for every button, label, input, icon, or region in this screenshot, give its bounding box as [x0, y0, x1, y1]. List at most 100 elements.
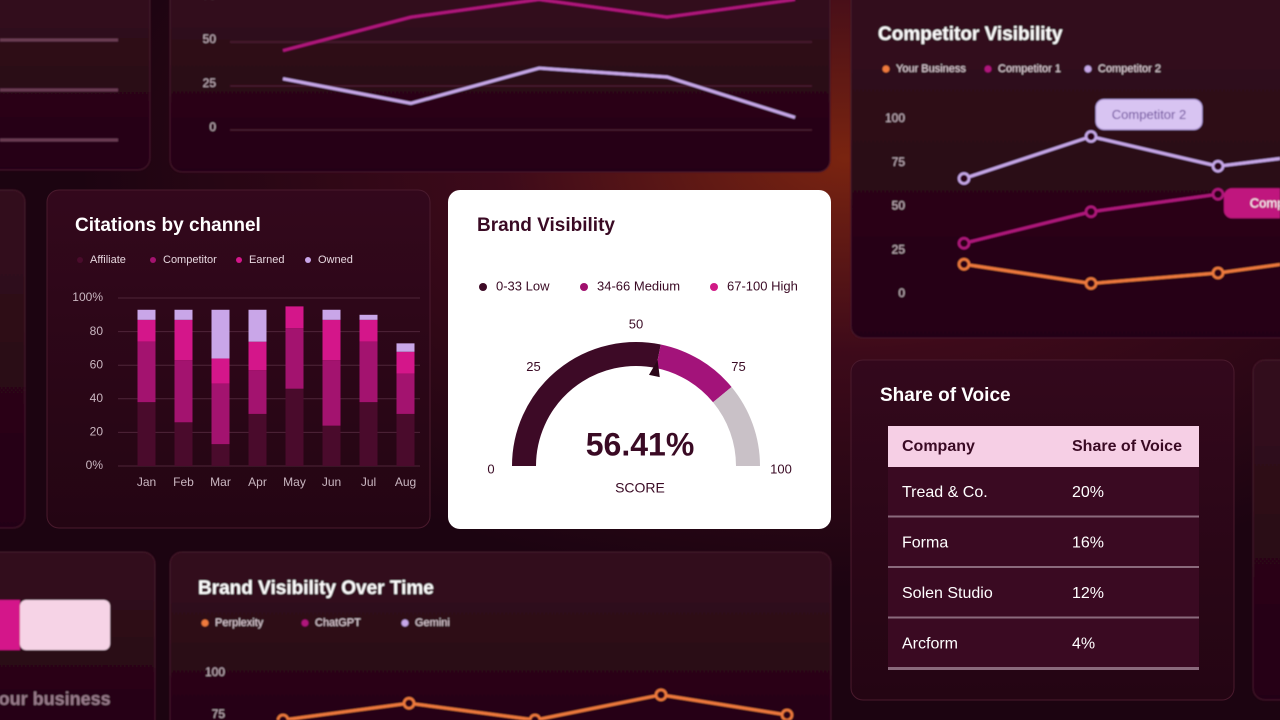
panel-title: Share of Voice [880, 385, 1011, 406]
bar-segment [211, 358, 230, 384]
bar-segment [137, 341, 156, 403]
y-tick-label: 75 [892, 155, 906, 169]
bar-piece [0, 600, 20, 650]
bar-segment [137, 402, 156, 466]
plot-area [276, 688, 794, 720]
y-tick-label: 100% [72, 290, 103, 304]
bar-segment [359, 341, 378, 403]
legend-label: Competitor 1 [998, 63, 1061, 75]
bar-segment [174, 360, 193, 423]
bar-segment [211, 444, 230, 466]
bar-segment [322, 309, 341, 320]
y-tick-label: 75 [203, 0, 217, 2]
panel [1252, 359, 1280, 701]
table-cell: 12% [1072, 585, 1104, 602]
data-point [957, 258, 971, 271]
card-title: Brand Visibility [477, 215, 615, 236]
brand-visibility-card: Brand Visibility 0-33 Low 34-66 Medium 67-… [448, 190, 831, 529]
data-point [654, 688, 668, 702]
series-line [963, 254, 1280, 285]
y-tick-label: 50 [203, 32, 217, 46]
x-tick-label: Jan [137, 475, 156, 489]
data-point [528, 713, 542, 720]
over-time-panel: Brand Visibility Over Time 75 100 Perplexi… [169, 551, 832, 720]
x-tick-label: Jul [361, 475, 376, 489]
data-point [1084, 205, 1098, 218]
bar-segment [285, 388, 304, 466]
legend-swatch [401, 619, 409, 627]
table-header [888, 426, 1199, 467]
bar-segment [396, 373, 415, 414]
y-tick-label: 40 [90, 391, 104, 405]
bar-segment [174, 422, 193, 466]
panel [0, 189, 26, 529]
legend-swatch [984, 65, 992, 73]
panel-title: Competitor Visibility [878, 24, 1063, 45]
table-cell: Arcform [902, 636, 958, 653]
bar-segment [248, 309, 267, 342]
callout-label: Competitor 2 [1112, 107, 1186, 122]
plot-area [282, 0, 796, 119]
bar-segment [396, 343, 415, 352]
data-point [780, 708, 794, 720]
plot-area: Competitor 2 Competitor 1 [957, 99, 1280, 290]
y-tick-label: 25 [203, 76, 217, 90]
y-tick-label: 80 [90, 324, 104, 338]
legend-label: Competitor [163, 254, 217, 266]
score-caption: SCORE [615, 480, 665, 496]
bar-segment [211, 309, 230, 359]
callout [1095, 99, 1203, 130]
panel-title: Brand Visibility Over Time [198, 578, 434, 599]
table-row [888, 618, 1199, 669]
data-point [276, 713, 290, 720]
series-line [282, 693, 788, 720]
callout-label: Competitor 1 [1250, 196, 1280, 211]
bar-segment [322, 425, 341, 466]
data-point [1084, 130, 1098, 143]
bar-segment [359, 402, 378, 466]
gauge-segment [655, 344, 732, 403]
bar-segment [285, 306, 304, 329]
legend-label: Affiliate [90, 254, 126, 266]
table-cell: Forma [902, 535, 948, 552]
bar-segment [285, 328, 304, 389]
legend-swatch [305, 257, 311, 263]
legend-label: ChatGPT [315, 617, 361, 629]
y-tick-label: 25 [892, 242, 906, 256]
legend-swatch [1084, 65, 1092, 73]
table-row [888, 517, 1199, 568]
table-cell: Solen Studio [902, 585, 993, 602]
clip: Your business [0, 689, 111, 709]
data-point [1211, 160, 1225, 173]
bar-segment [174, 309, 193, 320]
y-tick-label: 20 [90, 425, 104, 439]
x-tick-label: Feb [173, 475, 194, 489]
column-header: Share of Voice [1072, 438, 1182, 455]
legend-label: Your Business [896, 63, 966, 75]
panel [169, 551, 832, 720]
data-point [1211, 266, 1225, 280]
bar-segment [211, 383, 230, 445]
legend-swatch [479, 283, 487, 291]
competitor-panel: Competitor Visibility 0 25 50 75 100 Your Bus… [850, 0, 1280, 339]
x-tick-label: Mar [210, 475, 231, 489]
column-header: Company [902, 438, 975, 455]
citations-panel: Citations by channel 0% 20 40 60 80 100% Affil… [46, 189, 431, 529]
legend-swatch [201, 619, 209, 627]
x-tick-label: Apr [248, 475, 267, 489]
legend-label: Competitor 2 [1098, 63, 1161, 75]
gauge-pointer [648, 360, 660, 378]
table-cell: Tread & Co. [902, 484, 988, 501]
bar-segment [248, 413, 267, 466]
gauge-tick-label: 100 [770, 461, 792, 476]
legend-swatch [882, 65, 890, 73]
y-tick-label: 0 [898, 286, 905, 300]
share-of-voice-panel: Share of Voice Company Share of Voice Tr… [850, 359, 1235, 701]
y-tick-label: 0 [209, 120, 216, 134]
bar-segment [359, 319, 378, 342]
panel [0, 0, 151, 171]
series-line [282, 0, 796, 53]
legend-label: 34-66 Medium [597, 278, 680, 293]
y-tick-label: 0% [86, 458, 104, 472]
